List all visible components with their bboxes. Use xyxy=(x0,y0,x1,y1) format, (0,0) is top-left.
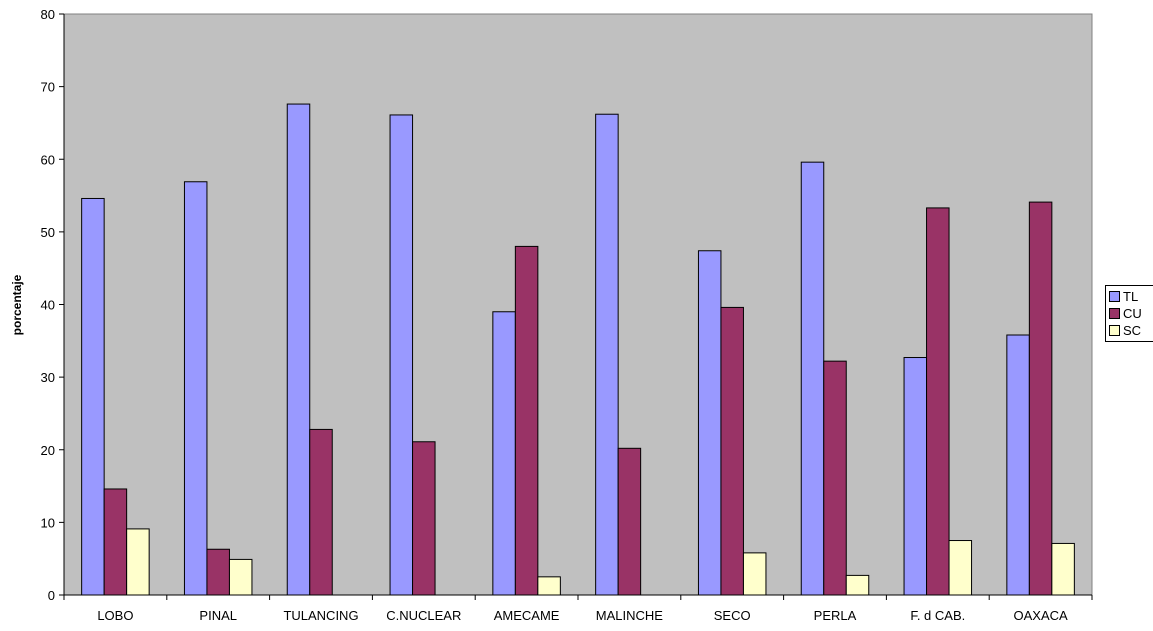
x-tick-label: LOBO xyxy=(97,608,133,623)
y-tick-label: 50 xyxy=(41,225,55,240)
bar-tl-oaxaca xyxy=(1006,334,1030,596)
y-axis-label: porcentaje xyxy=(10,274,24,335)
bar-sc-amecame xyxy=(537,576,561,596)
bar-tl-seco xyxy=(697,250,722,596)
legend-item-tl: TL xyxy=(1109,288,1153,305)
y-tick-label: 70 xyxy=(41,80,55,95)
bar-cu-c-nuclear xyxy=(412,441,436,596)
bar-sc-pinal xyxy=(228,558,253,596)
legend-swatch-tl xyxy=(1109,291,1120,302)
legend-item-sc: SC xyxy=(1109,322,1153,339)
x-tick-label: SECO xyxy=(714,608,751,623)
bar-cu-malinche xyxy=(617,447,642,596)
bar-cu-amecame xyxy=(514,245,539,596)
bar-cu-seco xyxy=(720,306,744,596)
bar-sc-f-d-cab- xyxy=(948,540,973,596)
x-tick-label: C.NUCLEAR xyxy=(386,608,461,623)
legend: TL CU SC xyxy=(1105,285,1153,342)
y-tick-label: 40 xyxy=(41,298,55,313)
bar-sc-seco xyxy=(742,552,767,596)
bar-cu-oaxaca xyxy=(1028,201,1053,596)
legend-item-cu: CU xyxy=(1109,305,1153,322)
x-tick-label: F. d CAB. xyxy=(910,608,965,623)
x-tick-label: PERLA xyxy=(814,608,857,623)
legend-label: SC xyxy=(1123,323,1142,338)
bar-cu-tulancing xyxy=(309,428,333,596)
y-tick-label: 30 xyxy=(41,370,55,385)
bar-tl-f-d-cab- xyxy=(903,357,928,596)
x-tick-label: PINAL xyxy=(199,608,237,623)
x-tick-label: OAXACA xyxy=(1014,608,1069,623)
bar-sc-lobo xyxy=(126,528,150,596)
x-tick-label: AMECAME xyxy=(494,608,560,623)
legend-swatch-cu xyxy=(1109,308,1120,319)
y-tick-label: 10 xyxy=(41,515,55,530)
y-tick-label: 60 xyxy=(41,152,55,167)
bar-tl-malinche xyxy=(595,113,619,596)
bar-sc-oaxaca xyxy=(1051,542,1075,596)
bar-tl-amecame xyxy=(492,311,516,596)
bar-tl-c-nuclear xyxy=(389,114,414,596)
x-tick-label: TULANCING xyxy=(283,608,358,623)
bar-cu-lobo xyxy=(103,488,128,596)
bar-tl-tulancing xyxy=(286,103,311,596)
legend-label: TL xyxy=(1123,289,1139,304)
y-tick-label: 80 xyxy=(41,7,55,22)
legend-label: CU xyxy=(1123,306,1142,321)
y-tick-label: 0 xyxy=(48,588,55,603)
y-tick-label: 20 xyxy=(41,443,55,458)
bar-cu-f-d-cab- xyxy=(926,207,950,596)
bar-tl-perla xyxy=(800,161,825,596)
bar-tl-lobo xyxy=(81,197,105,596)
legend-swatch-sc xyxy=(1109,325,1120,336)
bar-sc-perla xyxy=(845,574,870,596)
bar-tl-pinal xyxy=(183,181,208,596)
bar-cu-perla xyxy=(823,360,847,596)
x-tick-label: MALINCHE xyxy=(596,608,664,623)
bar-cu-pinal xyxy=(206,548,230,596)
